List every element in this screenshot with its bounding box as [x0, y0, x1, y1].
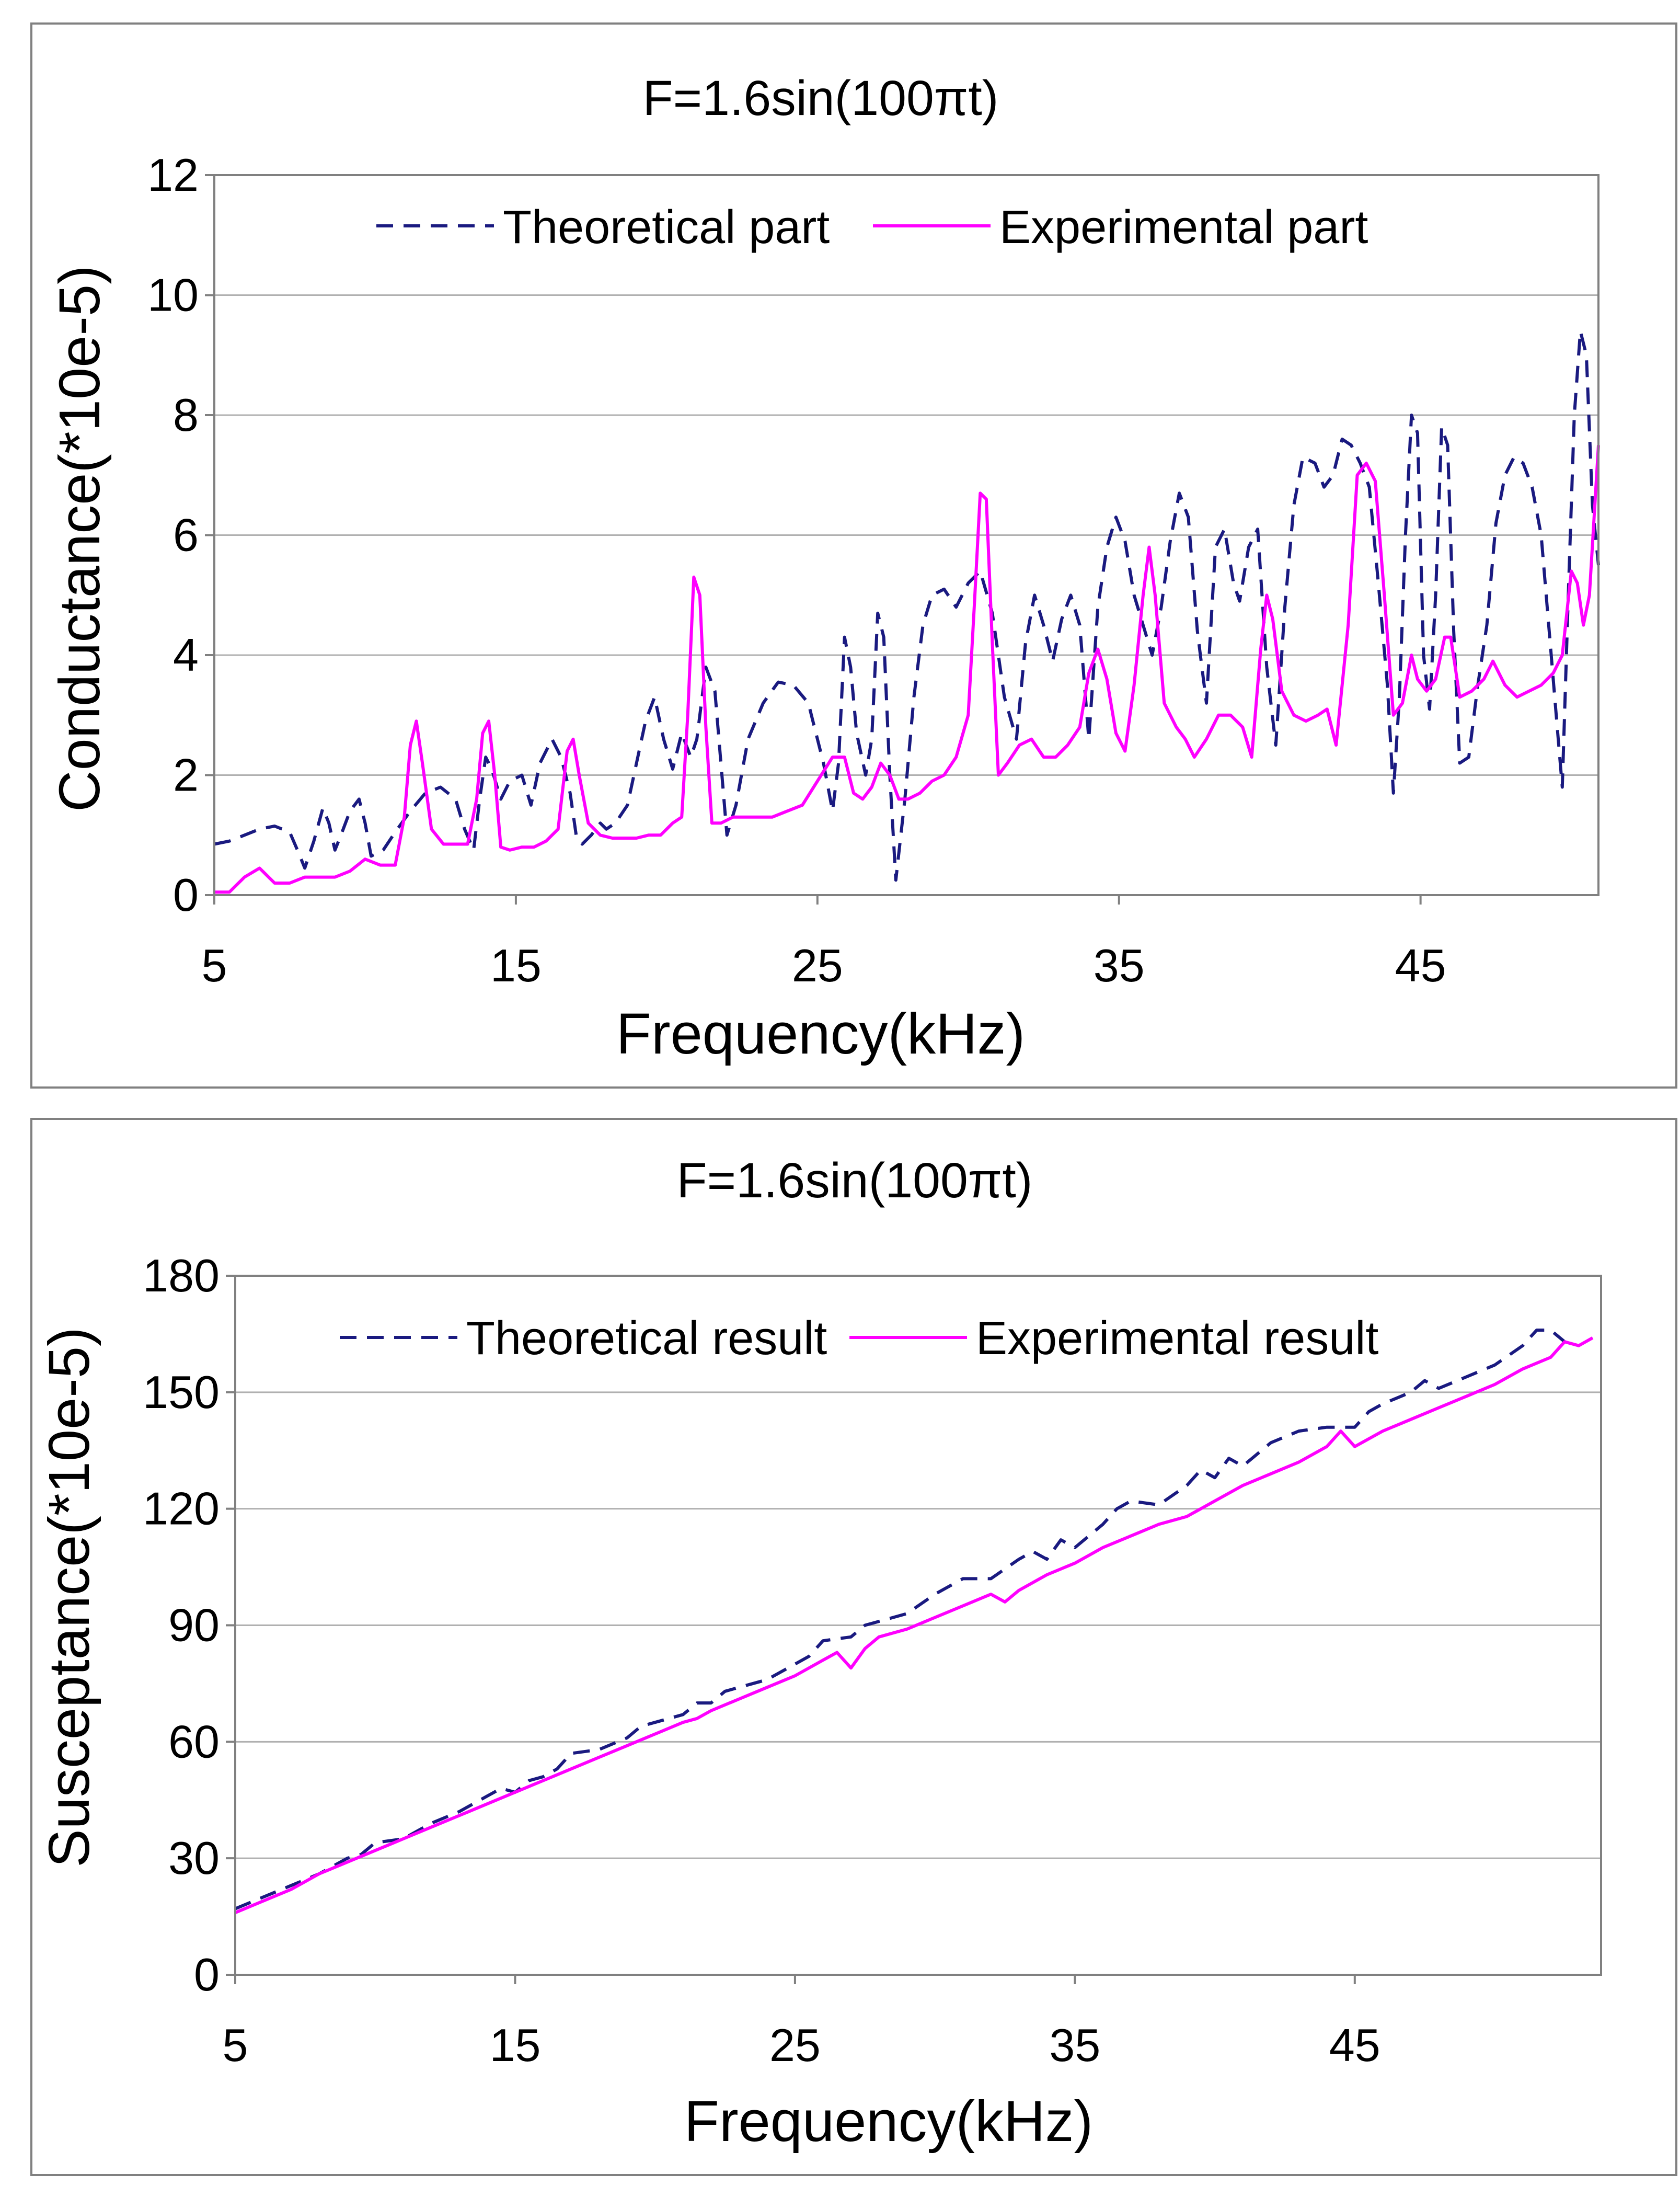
chart1-frame	[30, 22, 1677, 1089]
chart2-y-tick-60: 60	[168, 1715, 220, 1767]
chart2-x-tick-25: 25	[769, 2019, 821, 2071]
chart1-series-group	[214, 329, 1600, 894]
chart2-legend-theoretical-label: Theoretical result	[466, 1312, 827, 1365]
chart1-y-tick-0: 0	[173, 869, 199, 921]
chart2-series-experimental-line	[234, 1336, 1594, 1914]
chart2-legend: Theoretical result Experimental result	[340, 1312, 1378, 1365]
chart1-ylabel: Conductance(*10e-5)	[48, 265, 112, 812]
chart1-series-theoretical-line	[214, 329, 1600, 882]
chart1-y-tick-10: 10	[147, 269, 199, 321]
chart2-y-tick-120: 120	[143, 1483, 220, 1535]
chart2-y-tick-150: 150	[143, 1366, 220, 1418]
chart1-y-tick-2: 2	[173, 749, 199, 801]
chart2-y-tick-0: 0	[194, 1949, 220, 2000]
chart2-y-tick-90: 90	[168, 1599, 220, 1651]
chart2-x-tick-35: 35	[1049, 2019, 1100, 2071]
chart1-xlabel: Frequency(kHz)	[616, 1002, 1025, 1066]
chart1-y-tick-labels: 0 2 4 6 8 10 12	[147, 149, 214, 921]
chart1-y-tick-8: 8	[173, 389, 199, 441]
chart1-series-experimental-line	[214, 445, 1600, 894]
chart2-x-tick-15: 15	[490, 2019, 541, 2071]
chart2-plot-area	[234, 1275, 1602, 1976]
chart1-legend-experimental-label: Experimental part	[999, 201, 1368, 254]
chart2-ylabel: Susceptance(*10e-5)	[37, 1327, 101, 1867]
chart2-title: F=1.6sin(100πt)	[677, 1153, 1033, 1208]
chart1-plot-area	[213, 174, 1600, 896]
chart1-legend: Theoretical part Experimental part	[376, 201, 1368, 254]
chart2-series-theoretical-line	[234, 1329, 1566, 1910]
chart2-x-tick-5: 5	[223, 2019, 248, 2071]
chart2-gridlines	[235, 1391, 1601, 1859]
chart1-x-tick-25: 25	[792, 940, 843, 991]
chart1-x-tick-5: 5	[202, 940, 227, 991]
chart2-x-tick-45: 45	[1329, 2019, 1380, 2071]
chart1-x-tick-35: 35	[1094, 940, 1145, 991]
chart2-series-group	[234, 1329, 1594, 1914]
chart2-x-tick-labels: 5 15 25 35 45	[223, 1975, 1380, 2071]
chart2-y-tick-30: 30	[168, 1832, 220, 1884]
chart1-y-tick-12: 12	[147, 149, 199, 201]
chart2-legend-experimental-label: Experimental result	[976, 1312, 1378, 1365]
chart2-xlabel: Frequency(kHz)	[684, 2089, 1093, 2154]
chart1-title: F=1.6sin(100πt)	[643, 71, 999, 126]
chart1-y-tick-4: 4	[173, 629, 199, 681]
chart2-y-tick-180: 180	[143, 1250, 220, 1301]
chart1-x-tick-15: 15	[490, 940, 542, 991]
chart1-y-tick-6: 6	[173, 509, 199, 561]
chart1-gridlines	[214, 294, 1598, 776]
chart1-x-tick-labels: 5 15 25 35 45	[202, 895, 1446, 991]
chart1-legend-theoretical-label: Theoretical part	[503, 201, 830, 254]
chart2-frame	[30, 1118, 1677, 2176]
chart2-y-tick-labels: 0 30 60 90 120 150 180	[143, 1250, 235, 2000]
chart1-x-tick-45: 45	[1395, 940, 1446, 991]
